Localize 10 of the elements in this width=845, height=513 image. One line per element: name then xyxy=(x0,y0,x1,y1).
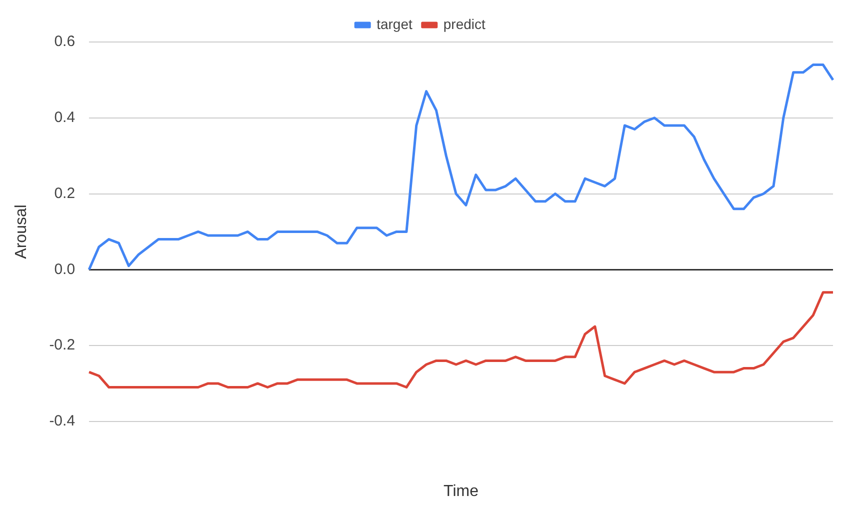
y-tick-label: 0.4 xyxy=(54,109,76,126)
y-tick-label: 0.2 xyxy=(54,184,76,202)
x-axis-title: Time xyxy=(444,482,479,500)
y-tick-label: 0.6 xyxy=(54,33,76,50)
legend-label: target xyxy=(376,16,412,32)
y-tick-label: 0.0 xyxy=(54,260,76,278)
y-tick-label: -0.4 xyxy=(49,412,76,430)
y-axis-title: Arousal xyxy=(13,204,30,259)
legend-label: predict xyxy=(443,16,486,32)
y-tick-label: -0.2 xyxy=(49,336,76,354)
